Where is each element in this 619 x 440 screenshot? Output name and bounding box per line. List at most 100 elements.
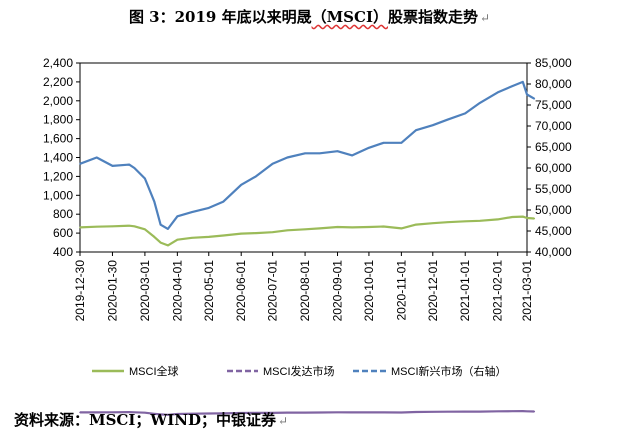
data-point: [153, 413, 156, 415]
data-point: [286, 411, 289, 414]
data-point: [446, 221, 449, 223]
data-point: [240, 184, 242, 186]
data-point: [255, 175, 257, 178]
data-point: [79, 226, 81, 229]
plot-area: [76, 62, 531, 256]
data-point: [208, 207, 210, 209]
left-axis-tick-label: 2,200: [43, 75, 73, 89]
data-point: [176, 413, 179, 415]
x-axis-tick-label: 2020-09-01: [331, 260, 345, 322]
data-point: [111, 165, 114, 167]
left-axis-tick-label: 2,400: [43, 56, 73, 70]
plot-border: [79, 62, 528, 253]
data-point: [351, 226, 354, 229]
data-point: [522, 215, 524, 218]
x-axis-tick-label: 2019-12-30: [73, 260, 87, 322]
right-axis-tick-label: 85,000: [535, 56, 572, 70]
data-point: [479, 410, 481, 413]
data-point: [533, 217, 536, 220]
data-point: [176, 238, 179, 241]
data-point: [400, 411, 403, 414]
data-point: [128, 224, 130, 227]
data-point: [511, 410, 514, 413]
data-point: [271, 231, 274, 233]
data-point: [159, 223, 162, 226]
data-point: [191, 412, 193, 415]
data-point: [479, 102, 481, 104]
data-point: [318, 152, 321, 155]
data-point: [382, 225, 385, 228]
left-axis-tick-label: 600: [53, 226, 73, 240]
x-axis-tick-label: 2021-03-01: [520, 260, 534, 322]
data-point: [415, 223, 417, 226]
data-point: [191, 237, 193, 239]
data-point: [522, 81, 524, 83]
x-axis-tick-label: 2020-03-01: [138, 260, 152, 322]
data-point: [304, 411, 306, 414]
data-point: [128, 163, 130, 166]
data-point: [415, 129, 417, 131]
left-axis-tick-labels: 400 600 800 1,000 1,200 1,400 1,600 1,800 2,000 2…: [43, 56, 73, 259]
data-point: [533, 410, 536, 413]
data-point: [191, 211, 193, 213]
legend-label-2: MSCI发达市场: [263, 364, 335, 378]
data-point: [222, 200, 225, 203]
data-point: [368, 147, 370, 149]
legend-label-1: MSCI全球: [129, 364, 179, 378]
x-axis-tick-label: 2020-05-01: [202, 260, 216, 322]
left-axis-tick-label: 2,000: [43, 94, 73, 108]
data-point: [208, 412, 210, 415]
data-point: [271, 163, 274, 165]
data-point: [432, 124, 434, 126]
right-axis-tick-label: 75,000: [535, 98, 572, 112]
data-point: [464, 112, 467, 115]
data-point: [446, 118, 449, 121]
x-axis-tick-label: 2020-10-01: [362, 260, 376, 322]
data-point: [464, 410, 467, 413]
left-axis-tick-label: 1,800: [43, 113, 73, 127]
data-point: [111, 225, 114, 228]
data-point: [255, 232, 257, 234]
right-axis-tick-label: 80,000: [535, 77, 572, 91]
data-point: [382, 411, 385, 414]
data-point: [286, 229, 289, 232]
data-point: [159, 241, 162, 244]
data-point: [415, 411, 417, 413]
x-axis-tick-label: 2021-02-01: [491, 260, 505, 322]
data-point: [128, 411, 130, 413]
data-point: [351, 154, 354, 157]
data-point: [240, 232, 242, 235]
left-axis-tick-label: 1,600: [43, 132, 73, 146]
right-axis-tick-labels: 40,000 45,000 50,000 55,000 60,000 65,000 70,0…: [535, 56, 572, 259]
data-point: [382, 142, 385, 144]
data-point: [526, 93, 528, 96]
data-point: [318, 411, 321, 414]
data-point: [222, 412, 225, 415]
data-point: [351, 411, 354, 414]
data-point: [133, 167, 136, 169]
data-point: [336, 226, 339, 228]
data-point: [446, 410, 449, 413]
data-point: [432, 411, 434, 413]
data-point: [255, 412, 257, 414]
data-point: [464, 220, 467, 223]
data-point: [95, 411, 98, 414]
x-axis-tick-label: 2020-07-01: [266, 260, 280, 322]
right-axis-tick-label: 40,000: [535, 245, 572, 259]
x-axis-tick-label: 2021-01-01: [458, 260, 472, 322]
right-axis-tick-label: 50,000: [535, 203, 572, 217]
data-point: [271, 412, 274, 414]
data-point: [522, 410, 524, 412]
data-point: [479, 220, 481, 222]
data-point: [240, 412, 242, 414]
data-point: [144, 228, 146, 231]
data-point: [336, 411, 339, 414]
data-point: [533, 97, 536, 100]
data-point: [167, 244, 169, 247]
data-point: [95, 225, 98, 228]
right-axis-tick-label: 60,000: [535, 161, 572, 175]
x-axis-tick-label: 2020-12-01: [426, 260, 440, 322]
right-axis-tick-label: 55,000: [535, 182, 572, 196]
data-point: [79, 411, 81, 414]
x-axis-tick-label: 2020-08-01: [298, 260, 312, 322]
